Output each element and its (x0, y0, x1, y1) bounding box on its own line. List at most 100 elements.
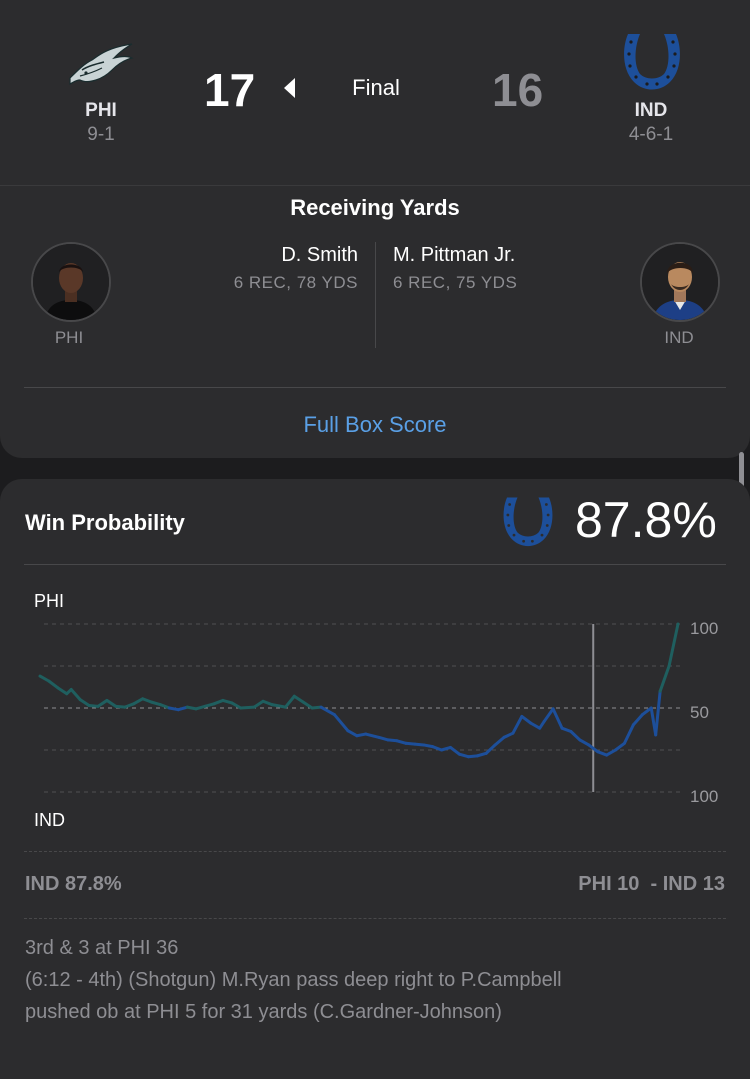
chart-bottom-team-label: IND (34, 810, 65, 830)
home-player-avatar[interactable] (31, 242, 111, 322)
win-probability-line-segment (578, 738, 591, 747)
win-probability-line-segment (569, 730, 582, 742)
full-box-score-link[interactable]: Full Box Score (303, 412, 447, 437)
win-probability-line-segment (123, 702, 136, 709)
win-probability-line-segment (319, 705, 336, 717)
win-probability-line-segment (239, 705, 256, 710)
win-probability-line-segment (105, 698, 118, 708)
away-score: 16 (492, 64, 544, 116)
win-probability-line-segment (261, 699, 274, 707)
summary-rule (24, 918, 726, 919)
win-probability-line-segment (132, 697, 145, 706)
win-probability-line-segment (658, 664, 671, 693)
winner-arrow-icon (284, 78, 295, 98)
wp-header-rule (24, 564, 726, 565)
win-probability-line-segment (270, 703, 287, 709)
colts-horseshoe-icon (500, 493, 556, 551)
colts-horseshoe-logo-icon[interactable] (620, 30, 684, 94)
win-probability-line-segment (96, 698, 109, 708)
win-probability-line-segment (475, 751, 488, 758)
win-probability-value: 87.8% (575, 492, 717, 548)
win-probability-line-segment (332, 713, 350, 733)
win-probability-line-segment (560, 726, 573, 734)
win-probability-line-segment (78, 698, 91, 707)
win-probability-line-segment (150, 700, 162, 707)
win-probability-line-segment (596, 750, 609, 757)
leaders-bottom-rule (24, 387, 726, 388)
win-probability-line-segment (551, 707, 564, 730)
chart-bottom-rule (24, 851, 726, 852)
win-probability-chart[interactable] (0, 614, 750, 804)
home-player-stat: 6 REC, 78 YDS (233, 273, 358, 292)
win-probability-line-segment (141, 697, 154, 704)
chart-top-team-label: PHI (34, 591, 65, 611)
win-probability-line-segment (542, 707, 555, 723)
win-probability-line-segment (422, 743, 435, 749)
win-probability-line-segment (212, 698, 225, 706)
win-probability-line-segment (605, 748, 618, 757)
score-header: PHI 9-1 17 Final 16 IND 4-6-1 (0, 0, 750, 186)
win-probability-line-segment (667, 622, 680, 668)
win-probability-line-segment (511, 714, 524, 735)
win-probability-line-segment (431, 745, 444, 752)
win-probability-line-segment (176, 705, 189, 712)
y-tick-label: 50 (690, 703, 709, 722)
leaders-title: Receiving Yards (290, 195, 460, 220)
win-probability-line-segment (640, 706, 653, 717)
win-probability-line-segment (493, 735, 506, 747)
win-probability-line-segment (395, 739, 408, 745)
win-probability-line-segment (194, 704, 207, 711)
away-player-team: IND (664, 328, 694, 347)
home-team-abbr: PHI (85, 100, 117, 121)
win-probability-line-segment (185, 705, 198, 711)
summary-right: PHI 10 - IND 13 (578, 873, 725, 895)
win-probability-line-segment (301, 700, 314, 710)
win-probability-line-segment (283, 694, 296, 709)
win-probability-line-segment (355, 732, 368, 738)
win-probability-line-segment (440, 745, 452, 752)
win-probability-line-segment (230, 701, 243, 710)
eagles-logo-icon[interactable] (68, 40, 134, 86)
summary-left: IND 87.8% (25, 873, 122, 895)
away-player-name[interactable]: M. Pittman Jr. (393, 244, 516, 266)
win-probability-line-segment (622, 723, 635, 745)
win-probability-line-segment (221, 698, 234, 705)
win-probability-title: Win Probability (25, 510, 185, 535)
win-probability-line-segment (631, 713, 644, 727)
away-team-abbr: IND (634, 100, 668, 121)
win-probability-line-segment (346, 729, 359, 738)
win-probability-line-segment (520, 714, 533, 725)
win-probability-line-segment (47, 679, 60, 690)
win-probability-line-segment (158, 703, 171, 710)
win-probability-line-segment (203, 702, 216, 708)
play-description-line-1: (6:12 - 4th) (Shotgun) M.Ryan pass deep … (25, 969, 562, 991)
win-probability-line-segment (502, 731, 515, 739)
win-probability-line-segment (587, 743, 600, 754)
home-score: 17 (204, 64, 256, 116)
win-probability-line-segment (448, 745, 461, 756)
win-probability-line-segment (484, 743, 497, 755)
win-probability-line-segment (292, 694, 305, 704)
leaders-divider (375, 242, 376, 348)
home-player-name[interactable]: D. Smith (281, 244, 358, 266)
top-clipped-header (290, 0, 460, 4)
play-description-line-2: pushed ob at PHI 5 for 31 yards (C.Gardn… (25, 1001, 502, 1023)
win-probability-line-segment (69, 688, 82, 702)
win-probability-line-segment (38, 674, 51, 683)
win-probability-line-segment (457, 752, 470, 759)
away-player-stat: 6 REC, 75 YDS (393, 273, 518, 292)
play-situation: 3rd & 3 at PHI 36 (25, 937, 179, 959)
y-tick-label: 100 (690, 619, 719, 638)
win-probability-line-segment (252, 699, 265, 709)
win-probability-card: Win Probability 87.8% PHI IND 100 50 100… (0, 479, 750, 1079)
win-probability-line-segment (654, 689, 662, 737)
win-probability-line-segment (377, 735, 390, 742)
win-probability-line-segment (56, 686, 69, 696)
y-tick-label: 100 (690, 787, 719, 806)
win-probability-line-segment (529, 721, 542, 730)
home-player-team: PHI (54, 328, 84, 347)
win-probability-line-segment (364, 732, 381, 739)
win-probability-line-segment (167, 706, 180, 712)
away-player-avatar[interactable] (640, 242, 720, 322)
away-team-record: 4-6-1 (628, 124, 674, 145)
